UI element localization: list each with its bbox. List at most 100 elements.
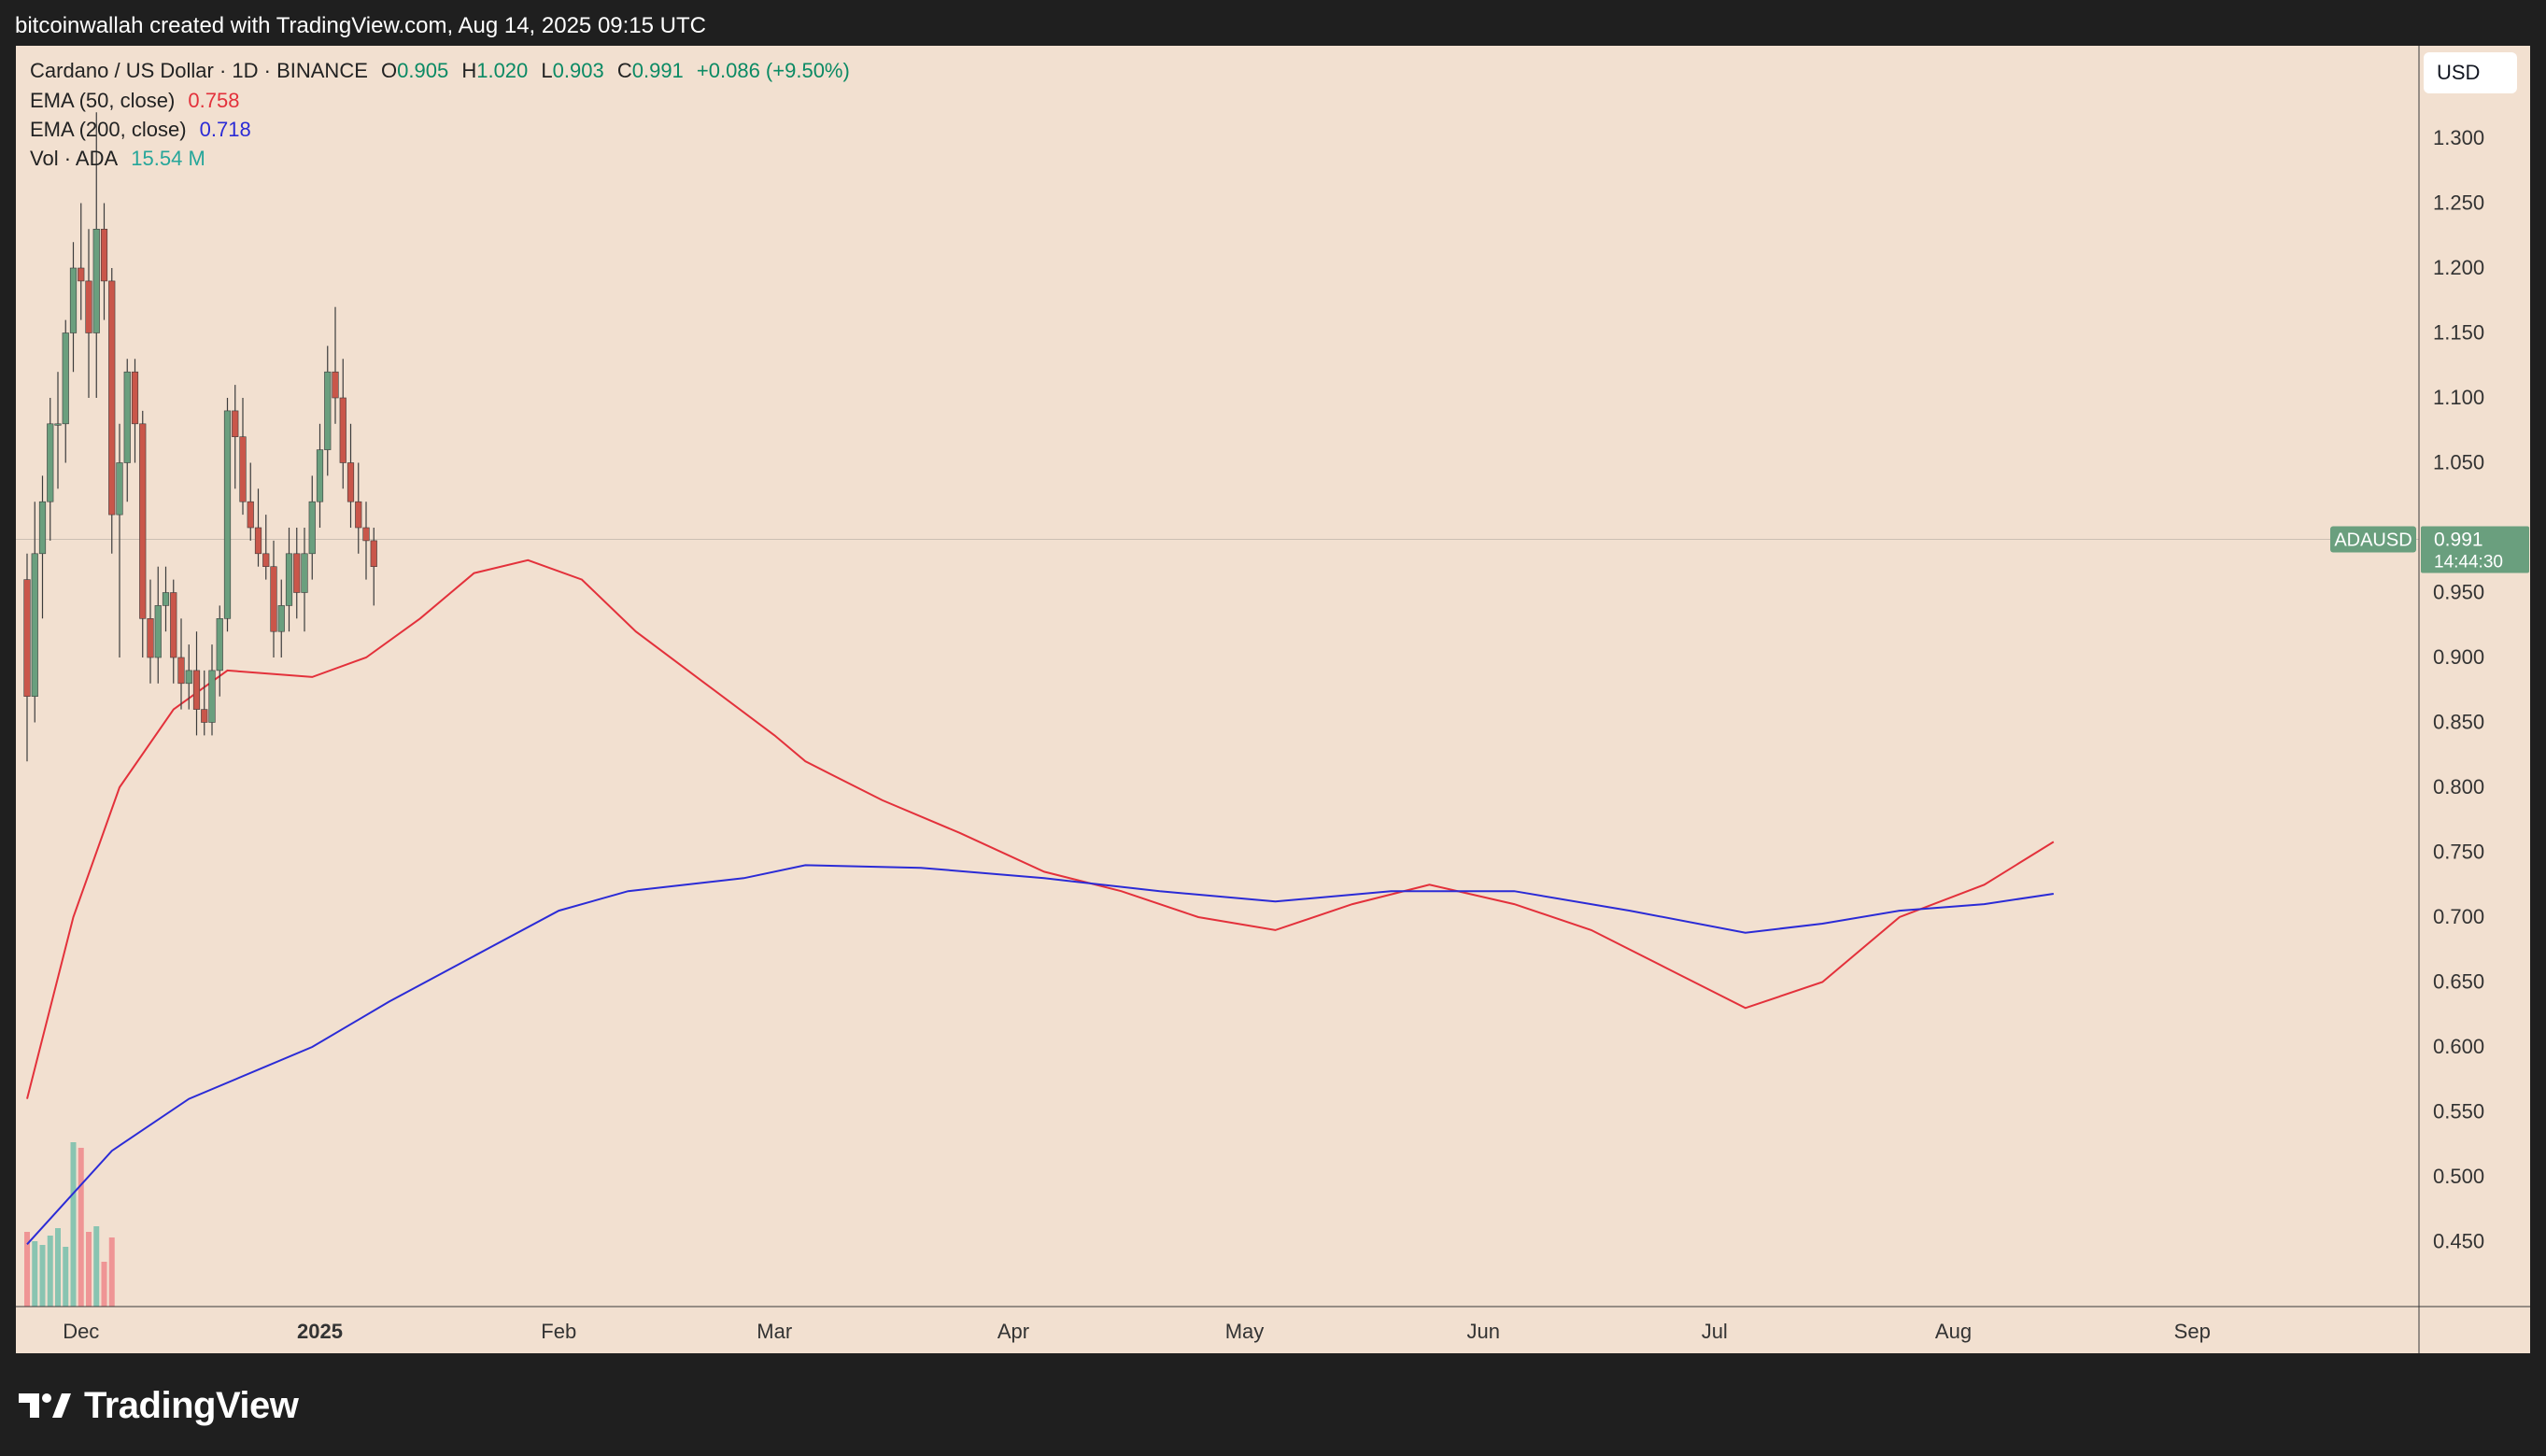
legend-open: 0.905 xyxy=(397,59,449,82)
candle-body xyxy=(170,592,177,658)
volume-bar xyxy=(93,1226,100,1307)
y-tick-label: 0.600 xyxy=(2433,1035,2484,1058)
y-tick-label: 1.100 xyxy=(2433,386,2484,409)
candle-body xyxy=(47,423,54,502)
candle-body xyxy=(247,501,254,529)
y-tick-label: 0.950 xyxy=(2433,581,2484,604)
legend-high-label: H xyxy=(461,59,477,82)
tradingview-wordmark: TradingView xyxy=(84,1384,299,1426)
volume-bars xyxy=(24,1142,115,1307)
volume-bar xyxy=(108,1237,115,1307)
candle-body xyxy=(123,371,131,463)
legend-change: +0.086 (+9.50%) xyxy=(696,59,850,82)
candle-body xyxy=(38,501,47,555)
candle-body xyxy=(185,670,192,685)
candle-body xyxy=(285,553,293,606)
volume-bar xyxy=(39,1245,46,1307)
x-tick-label: Dec xyxy=(63,1320,99,1343)
legend-low-label: L xyxy=(541,59,553,82)
legend-volume-value: 15.54 M xyxy=(131,147,205,170)
volume-bar xyxy=(70,1142,77,1307)
candle-body xyxy=(355,501,362,529)
candle-body xyxy=(324,371,332,450)
candle-body xyxy=(223,410,232,619)
candle-body xyxy=(277,605,285,632)
price-tag xyxy=(2421,526,2529,573)
legend-ema200-row[interactable]: EMA (200, close) 0.718 xyxy=(30,118,259,142)
ema50-line xyxy=(26,558,2055,1099)
y-tick-label: 0.850 xyxy=(2433,711,2484,734)
candle-body xyxy=(108,280,116,516)
y-tick-label: 0.450 xyxy=(2433,1230,2484,1253)
candle-body xyxy=(339,397,347,463)
y-tick-label: 0.550 xyxy=(2433,1100,2484,1124)
candle-body xyxy=(116,462,123,516)
x-tick-label: Apr xyxy=(997,1320,1029,1343)
legend-ema50-label: EMA (50, close) xyxy=(30,89,176,112)
candle-body xyxy=(92,229,100,333)
legend-symbol-row: Cardano / US Dollar · 1D · BINANCE O0.90… xyxy=(30,59,857,83)
x-tick-label: 2025 xyxy=(297,1320,343,1343)
candle-body xyxy=(301,553,308,593)
y-tick-label: 1.300 xyxy=(2433,126,2484,149)
y-tick-label: 0.800 xyxy=(2433,775,2484,799)
axes: 0.450 0.500 0.550 0.600 0.650 0.700 0.750 0.800… xyxy=(16,46,2530,1353)
volume-bar xyxy=(78,1148,84,1307)
candle-body xyxy=(69,267,78,333)
x-tick-label: Sep xyxy=(2174,1320,2211,1343)
candle-body xyxy=(216,617,223,671)
volume-bar xyxy=(47,1236,53,1307)
y-tick-label: 0.650 xyxy=(2433,970,2484,994)
candles xyxy=(23,112,377,762)
y-tick-label: 0.900 xyxy=(2433,645,2484,669)
candle-body xyxy=(62,332,69,425)
y-tick-label: 0.700 xyxy=(2433,905,2484,928)
symbol-tag xyxy=(2330,526,2416,553)
candle-body xyxy=(139,423,147,619)
volume-bar xyxy=(32,1241,38,1307)
x-tick-label: Feb xyxy=(541,1320,576,1343)
candle-body xyxy=(232,410,239,437)
candle-body xyxy=(332,371,339,399)
candle-body xyxy=(308,501,316,555)
candle-body xyxy=(154,605,162,658)
candle-body xyxy=(362,527,370,542)
volume-bar xyxy=(101,1262,107,1307)
legend-close-label: C xyxy=(616,59,632,82)
price-chart[interactable]: 0.450 0.500 0.550 0.600 0.650 0.700 0.750 0.800… xyxy=(16,46,2530,1353)
chart-frame[interactable]: 0.450 0.500 0.550 0.600 0.650 0.700 0.750 0.800… xyxy=(16,46,2530,1353)
ema-lines xyxy=(26,558,2055,1245)
legend-ema50-row[interactable]: EMA (50, close) 0.758 xyxy=(30,89,247,113)
legend-ema200-label: EMA (200, close) xyxy=(30,118,187,141)
candle-body xyxy=(131,371,139,425)
candle-body xyxy=(31,553,38,697)
candle-body xyxy=(100,229,108,282)
candle-body xyxy=(54,423,62,426)
x-tick-label: May xyxy=(1225,1320,1265,1343)
candle-body xyxy=(85,280,92,333)
volume-bar xyxy=(55,1228,61,1307)
legend-open-label: O xyxy=(381,59,398,82)
price-tag-value: 0.991 xyxy=(2434,530,2483,551)
y-tick-label: 1.250 xyxy=(2433,191,2484,215)
x-tick-label: Mar xyxy=(757,1320,792,1343)
legend-volume-label: Vol · ADA xyxy=(30,147,119,170)
x-tick-label: Jun xyxy=(1467,1320,1500,1343)
candle-body xyxy=(147,617,154,658)
symbol-tag-text: ADAUSD xyxy=(2334,530,2412,551)
price-tag-countdown: 14:44:30 xyxy=(2434,553,2503,573)
tradingview-logo-icon xyxy=(19,1393,71,1418)
candle-body xyxy=(347,462,355,502)
candle-body xyxy=(23,579,31,697)
legend-high: 1.020 xyxy=(476,59,529,82)
legend-low: 0.903 xyxy=(552,59,604,82)
legend-volume-row[interactable]: Vol · ADA 15.54 M xyxy=(30,147,213,171)
y-tick-label: 1.050 xyxy=(2433,451,2484,474)
tradingview-brand[interactable]: TradingView xyxy=(19,1382,299,1429)
candle-body xyxy=(316,449,324,502)
currency-button[interactable]: USD xyxy=(2424,52,2517,93)
candle-body xyxy=(192,670,201,710)
candle-body xyxy=(370,540,377,568)
volume-bar xyxy=(86,1232,92,1307)
candle-body xyxy=(162,592,170,606)
